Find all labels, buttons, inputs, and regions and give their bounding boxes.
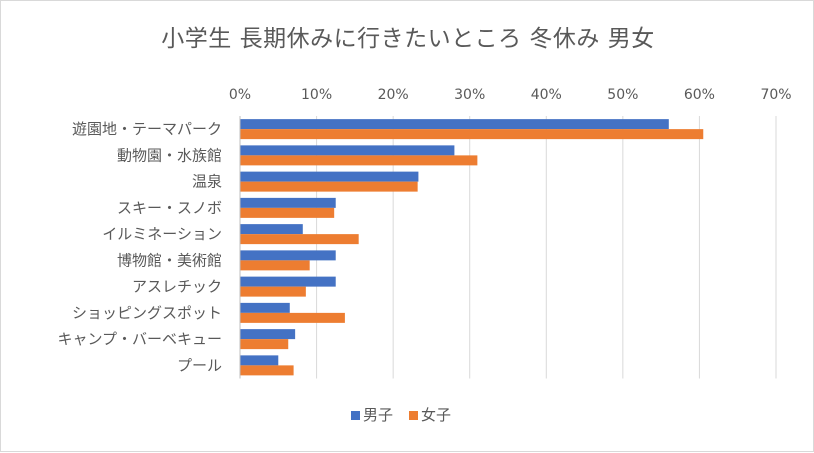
bar-boys (240, 197, 336, 208)
bar-girls (240, 339, 289, 350)
bar-boys (240, 224, 303, 235)
bar-girls (240, 260, 310, 271)
bar-boys (240, 250, 336, 261)
category-label: 温泉 (192, 173, 222, 191)
legend-swatch (409, 411, 418, 420)
chart-title: 小学生 長期休みに行きたいところ 冬休み 男女 (161, 26, 655, 52)
category-label: プール (177, 356, 222, 374)
x-tick-label: 40% (531, 87, 562, 103)
bar-girls (240, 155, 478, 166)
bar-girls (240, 129, 704, 140)
category-label: 動物園・水族館 (117, 146, 222, 164)
bar-boys (240, 145, 455, 156)
category-label: ショッピングスポット (72, 304, 222, 322)
x-tick-label: 70% (760, 87, 791, 103)
bar-girls (240, 365, 294, 376)
category-label: イルミネーション (102, 225, 222, 243)
category-label: アスレチック (132, 278, 222, 296)
legend-swatch (351, 411, 360, 420)
bar-girls (240, 312, 345, 323)
x-tick-label: 50% (607, 87, 638, 103)
x-tick-label: 60% (684, 87, 715, 103)
category-label: 遊園地・テーマパーク (72, 120, 222, 138)
x-tick-label: 30% (454, 87, 485, 103)
bar-boys (240, 355, 279, 366)
bar-boys (240, 329, 296, 340)
bar-boys (240, 171, 419, 182)
category-label: スキー・スノボ (117, 199, 222, 217)
bar-boys (240, 276, 336, 287)
category-label: 博物館・美術館 (117, 251, 222, 269)
x-tick-label: 0% (229, 87, 251, 103)
legend-label: 男子 (363, 406, 393, 424)
bar-girls (240, 286, 306, 297)
legend-label: 女子 (421, 406, 451, 424)
category-label: キャンプ・バーベキュー (57, 330, 222, 348)
bar-girls (240, 207, 335, 218)
bar-girls (240, 234, 359, 245)
bar-boys (240, 302, 290, 313)
bar-boys (240, 119, 669, 130)
x-tick-label: 20% (378, 87, 409, 103)
bar-girls (240, 181, 418, 192)
x-tick-label: 10% (301, 87, 332, 103)
